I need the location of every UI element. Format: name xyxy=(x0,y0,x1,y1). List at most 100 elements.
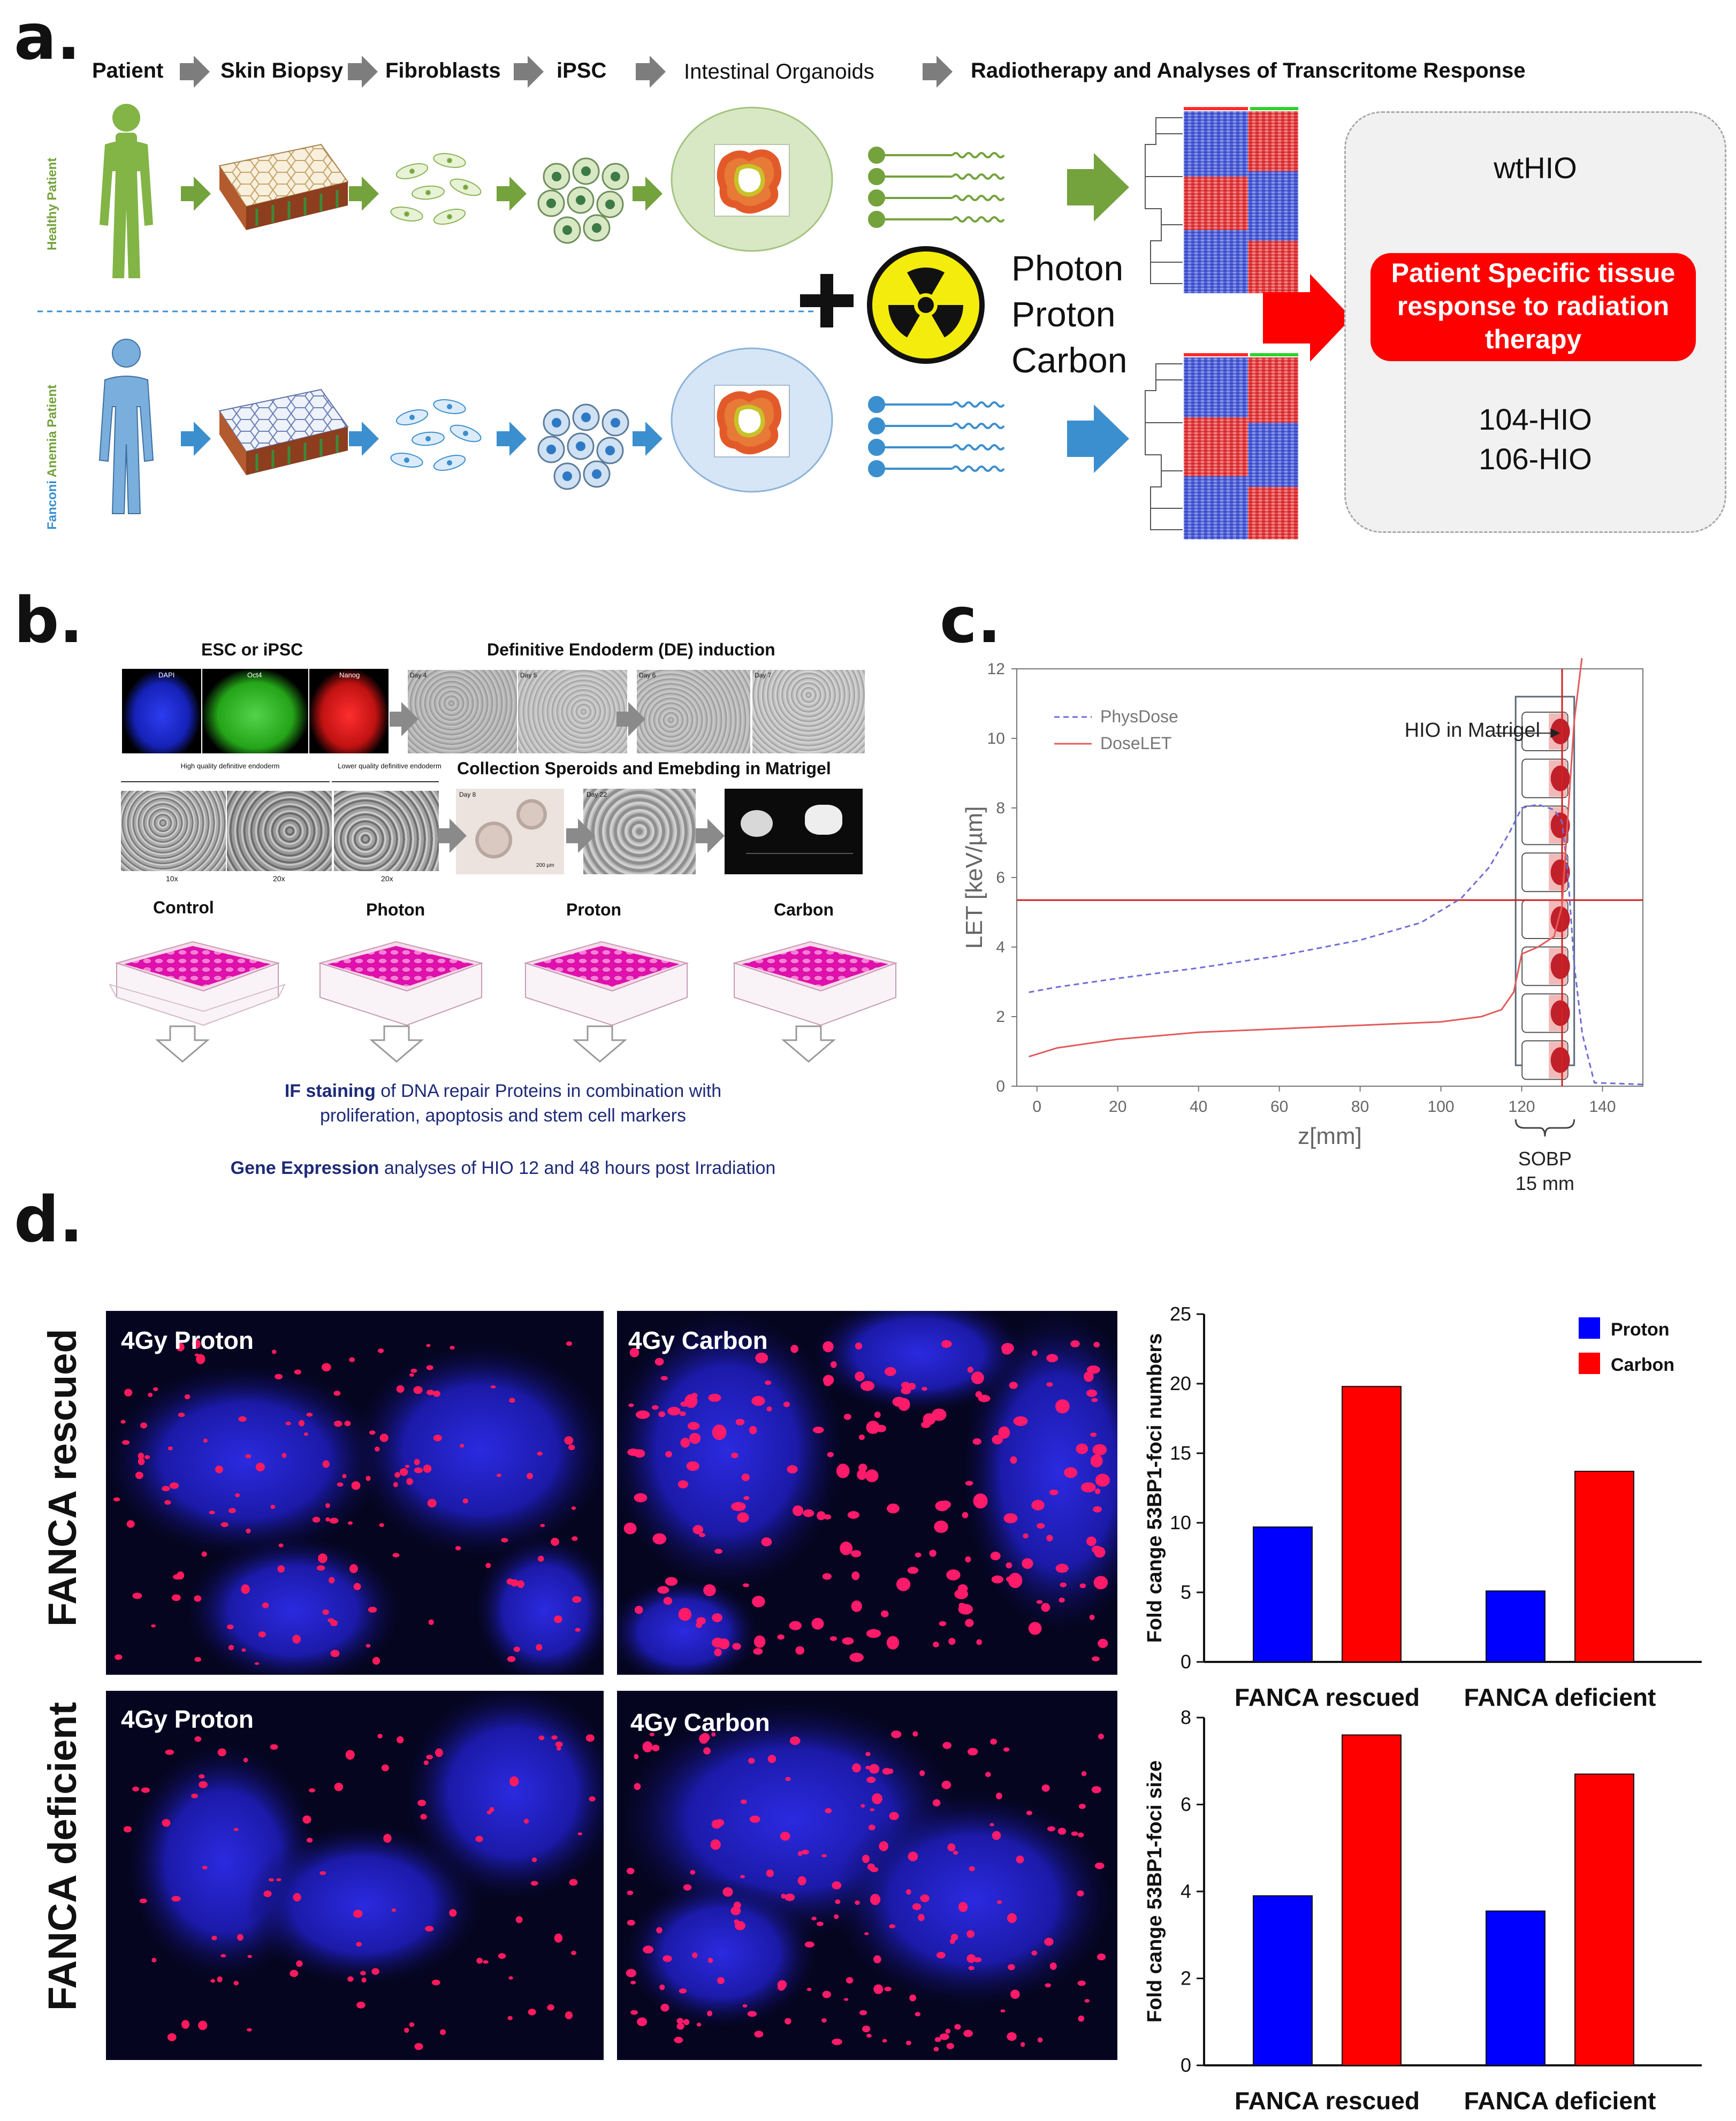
step-intestinal-organoids: Intestinal Organoids xyxy=(684,60,874,83)
organoid-dot xyxy=(1550,719,1570,744)
foci-spot xyxy=(393,1482,398,1487)
foci-spot xyxy=(785,1777,791,1781)
foci-spot xyxy=(498,1953,506,1959)
foci-spot xyxy=(850,1550,862,1558)
foci-spot xyxy=(792,1505,803,1516)
foci-spot xyxy=(1026,1811,1032,1815)
foci-spot xyxy=(1032,1350,1038,1356)
foci-spot xyxy=(840,1542,853,1555)
foci-spot xyxy=(731,1452,738,1459)
foci-spot xyxy=(426,1365,433,1370)
foci-spot xyxy=(319,1871,326,1875)
step-arrow xyxy=(636,56,666,88)
foci-spot xyxy=(777,1980,787,1989)
foci-spot xyxy=(933,2047,939,2051)
foci-spot xyxy=(426,1754,433,1760)
legend-label: DoseLET xyxy=(1100,734,1171,753)
foci-spot xyxy=(120,1420,126,1424)
radiation-proton: Proton xyxy=(1011,294,1116,334)
foci-spot xyxy=(858,1434,865,1440)
foci-spot xyxy=(1055,1399,1070,1414)
y-tick-label: 25 xyxy=(1170,1303,1191,1325)
radiation-carbon: Carbon xyxy=(1011,340,1128,380)
foci-spot xyxy=(1047,1826,1056,1832)
foci-spot xyxy=(199,1781,208,1788)
foci-spot xyxy=(755,1352,768,1363)
step-arrow xyxy=(348,56,378,88)
foci-spot xyxy=(366,1476,371,1481)
healthy-probe-lines xyxy=(868,147,1005,228)
annotation-sobp: SOBP xyxy=(1518,1148,1572,1170)
hq-20x-image xyxy=(227,791,332,871)
panel-b-letter: b. xyxy=(14,583,83,657)
bar-carbon xyxy=(1342,1734,1402,2066)
foci-spot xyxy=(679,1411,686,1416)
foci-spot xyxy=(860,1380,875,1391)
result-wthio: wtHIO xyxy=(1494,151,1577,185)
foci-spot xyxy=(862,1855,870,1863)
y-axis-label: Fold cange 53BP1-foci size xyxy=(1144,1760,1166,2023)
foci-spot xyxy=(540,1524,545,1528)
foci-spot xyxy=(804,1941,814,1948)
foci-spot xyxy=(167,2033,177,2041)
foci-spot xyxy=(1041,1784,1050,1792)
result-104: 104-HIO xyxy=(1479,402,1592,436)
de-day6-label: Day 6 xyxy=(639,672,656,679)
label-deficient-carbon: 4Gy Carbon xyxy=(630,1708,770,1736)
foci-spot xyxy=(936,1951,946,1959)
foci-spot xyxy=(1036,1600,1043,1604)
foci-spot xyxy=(933,1642,939,1647)
organoid-compartment xyxy=(1521,1040,1570,1080)
foci-spot xyxy=(235,1493,240,1498)
foci-spot xyxy=(1091,1398,1098,1402)
foci-spot xyxy=(1037,1523,1045,1529)
foci-spot xyxy=(404,2027,409,2033)
foci-spot xyxy=(886,1636,900,1650)
foci-spot xyxy=(847,1511,859,1519)
foci-spot xyxy=(425,1926,434,1932)
x-tick-label: 100 xyxy=(1428,1098,1455,1116)
step-arrows xyxy=(180,56,953,88)
heatmap-healthy xyxy=(1145,107,1298,293)
foci-spot xyxy=(1093,1341,1100,1348)
foci-spot xyxy=(859,2010,867,2016)
foci-spot xyxy=(939,2033,949,2040)
panel-b-arrows xyxy=(390,702,725,853)
foci-spot xyxy=(1046,1535,1053,1542)
y-tick-label: 2 xyxy=(1181,1967,1191,1989)
foci-spot xyxy=(832,1881,842,1890)
foci-spot xyxy=(1084,1998,1090,2003)
step-arrow xyxy=(923,56,953,88)
y-tick-label: 0 xyxy=(1181,2054,1191,2076)
foci-spot xyxy=(752,1596,765,1608)
foci-spot xyxy=(891,1730,902,1738)
foci-spot xyxy=(510,1579,519,1586)
bar-carbon xyxy=(1574,1773,1634,2066)
foci-spot xyxy=(135,1471,143,1479)
foci-spot xyxy=(714,1648,722,1657)
foci-spot xyxy=(485,1562,491,1568)
foci-spot xyxy=(665,1577,678,1586)
foci-spot xyxy=(735,1418,745,1425)
row-label-fanca-rescued: FANCA rescued xyxy=(40,1329,85,1627)
foci-spot xyxy=(270,1505,276,1509)
foci-spot xyxy=(766,1406,772,1412)
foci-spot xyxy=(1089,1614,1095,1620)
foci-spot xyxy=(547,2004,554,2011)
foci-spot xyxy=(1077,1890,1084,1897)
x-tick-label: 40 xyxy=(1190,1098,1207,1116)
foci-spot xyxy=(976,1639,983,1645)
foci-spot xyxy=(162,1819,171,1827)
if-staining-bold: IF staining xyxy=(284,1081,376,1101)
foci-spot xyxy=(692,1525,704,1535)
foci-spot xyxy=(1071,1831,1078,1836)
foci-spot xyxy=(962,1512,969,1519)
foci-spot xyxy=(948,1638,956,1645)
plus-icon xyxy=(800,274,854,327)
row-label-fanca-deficient: FANCA deficient xyxy=(40,1702,85,2011)
foci-spot xyxy=(717,1977,725,1985)
foci-spot xyxy=(730,1906,741,1916)
foci-spot xyxy=(663,1955,672,1962)
foci-spot xyxy=(1092,1656,1100,1661)
collection-title: Collection Speroids and Emebding in Matr… xyxy=(457,759,831,778)
